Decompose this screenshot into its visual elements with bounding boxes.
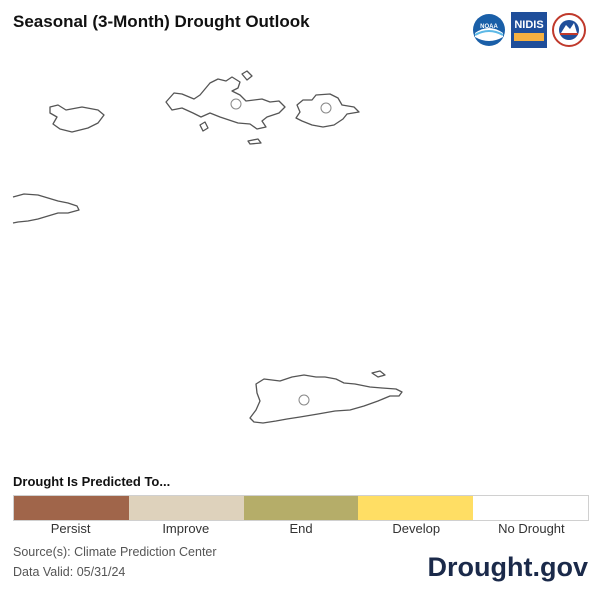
noaa-logo-icon: NOAA — [471, 12, 507, 48]
nidis-logo-icon: NIDIS — [511, 12, 547, 48]
city-marker-icon — [320, 102, 332, 114]
page-title: Seasonal (3-Month) Drought Outlook — [13, 12, 310, 31]
logo-group: NOAA NIDIS — [471, 12, 587, 48]
legend-title: Drought Is Predicted To... — [13, 474, 171, 489]
valid-date-text: Data Valid: 05/31/24 — [13, 565, 126, 579]
island-outline — [241, 70, 253, 81]
legend-swatch-no-drought — [473, 496, 588, 520]
legend-swatch-improve — [128, 496, 244, 520]
legend-label-develop: Develop — [392, 521, 441, 536]
legend-swatch-develop — [358, 496, 474, 520]
city-marker-icon — [230, 98, 242, 110]
island-outline — [247, 138, 262, 145]
legend-label-end: End — [289, 521, 313, 536]
legend-swatch-end — [243, 496, 359, 520]
noaa-logo-text: NOAA — [480, 24, 498, 30]
legend-label-no-drought: No Drought — [498, 521, 565, 536]
island-outline — [199, 121, 209, 132]
legend-bar — [13, 495, 589, 521]
legend-labels: Persist Improve End Develop No Drought — [13, 521, 589, 536]
city-marker-icon — [298, 394, 310, 406]
island-outline — [295, 93, 360, 128]
legend-label-persist: Persist — [50, 521, 91, 536]
source-text: Source(s): Climate Prediction Center — [13, 545, 217, 559]
island-outline — [49, 104, 105, 133]
island-outline — [165, 76, 286, 130]
legend-swatch-persist — [14, 496, 129, 520]
island-outline — [371, 370, 386, 378]
drought-gov-brand[interactable]: Drought.gov — [427, 552, 588, 582]
legend-label-improve: Improve — [162, 521, 210, 536]
nws-logo-icon — [551, 12, 587, 48]
header: Seasonal (3-Month) Drought Outlook NOAA … — [13, 12, 587, 52]
island-outline — [249, 374, 403, 424]
drought-outlook-map — [12, 70, 403, 424]
island-outline — [12, 193, 80, 224]
nidis-logo-text: NIDIS — [514, 19, 544, 31]
